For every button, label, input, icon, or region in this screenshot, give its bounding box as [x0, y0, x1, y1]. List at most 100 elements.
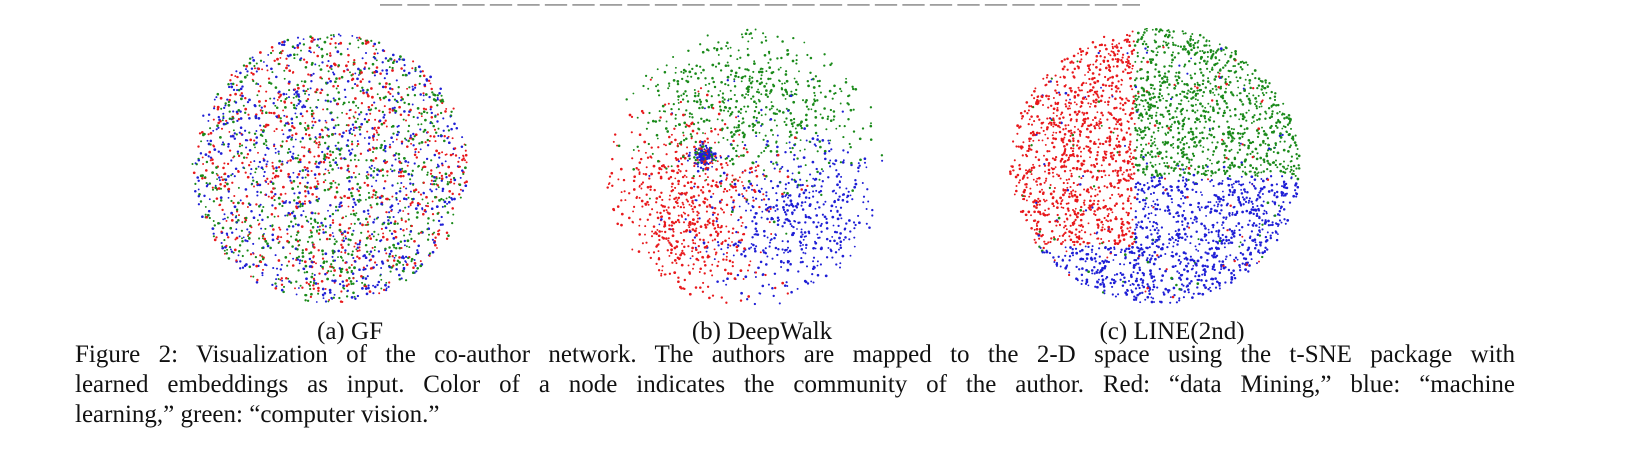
point-deepwalk — [836, 209, 839, 213]
point-gf — [400, 140, 404, 144]
point-deepwalk — [788, 220, 792, 223]
point-gf — [250, 168, 253, 171]
point-gf — [324, 231, 327, 234]
point-deepwalk — [690, 137, 693, 140]
point-gf — [396, 101, 399, 104]
point-gf — [323, 188, 327, 192]
point-gf — [393, 222, 397, 226]
point-gf — [201, 156, 204, 159]
point-gf — [308, 46, 312, 50]
point-gf — [387, 98, 391, 102]
point-gf — [388, 198, 391, 201]
point-deepwalk — [679, 100, 683, 104]
point-gf — [372, 292, 375, 295]
point-gf — [355, 126, 358, 129]
point-gf — [316, 182, 320, 186]
point-line2nd — [1236, 80, 1239, 83]
point-line2nd — [1143, 183, 1146, 187]
point-gf — [232, 251, 235, 254]
point-deepwalk — [675, 262, 678, 265]
point-deepwalk — [776, 145, 779, 149]
point-deepwalk — [804, 215, 808, 219]
point-gf — [414, 151, 417, 153]
point-gf — [227, 142, 230, 146]
point-gf — [296, 176, 299, 179]
point-gf — [422, 110, 426, 113]
point-deepwalk — [737, 193, 741, 197]
point-gf — [397, 152, 401, 156]
point-deepwalk — [745, 189, 748, 192]
point-gf — [385, 69, 389, 72]
point-line2nd — [1065, 228, 1068, 231]
point-gf — [326, 93, 329, 97]
point-gf — [227, 100, 231, 104]
point-gf — [331, 279, 334, 282]
point-line2nd — [1183, 196, 1187, 199]
point-gf — [348, 175, 351, 178]
point-gf — [420, 141, 424, 144]
point-gf — [394, 158, 397, 161]
point-gf — [258, 205, 261, 208]
point-line2nd — [1031, 130, 1035, 134]
point-gf — [312, 124, 315, 127]
point-gf — [266, 177, 269, 180]
point-gf — [304, 128, 308, 131]
point-gf — [256, 190, 259, 194]
point-deepwalk — [823, 53, 826, 56]
point-deepwalk — [815, 214, 819, 217]
point-deepwalk — [729, 159, 732, 162]
point-deepwalk — [679, 232, 682, 234]
point-gf — [391, 88, 394, 91]
point-gf — [278, 202, 281, 206]
point-deepwalk — [770, 233, 773, 235]
point-deepwalk — [793, 92, 796, 96]
point-deepwalk — [807, 84, 810, 88]
point-deepwalk — [848, 142, 851, 146]
point-gf — [374, 194, 377, 197]
point-line2nd — [1137, 95, 1140, 98]
point-line2nd — [1143, 40, 1146, 43]
point-gf — [407, 218, 410, 221]
point-gf — [340, 232, 343, 235]
point-gf — [216, 178, 219, 181]
point-deepwalk — [772, 220, 776, 224]
point-gf — [258, 160, 262, 164]
point-deepwalk — [638, 184, 641, 187]
point-gf — [275, 267, 279, 270]
point-deepwalk — [667, 87, 670, 90]
point-gf — [298, 262, 301, 265]
point-deepwalk — [868, 226, 871, 229]
point-gf — [392, 264, 395, 267]
point-deepwalk — [825, 227, 829, 230]
point-line2nd — [1181, 124, 1185, 128]
point-gf — [356, 117, 359, 120]
point-gf — [219, 196, 223, 199]
point-deepwalk — [721, 92, 725, 95]
point-gf — [208, 216, 211, 220]
point-line2nd — [1207, 228, 1210, 231]
point-gf — [302, 267, 306, 271]
point-gf — [376, 138, 379, 141]
point-gf — [412, 60, 415, 63]
point-gf — [361, 86, 364, 89]
point-gf — [289, 179, 292, 182]
point-deepwalk — [751, 95, 755, 98]
point-gf — [429, 188, 432, 191]
point-line2nd — [1071, 248, 1074, 251]
point-gf — [248, 98, 251, 102]
point-deepwalk — [676, 158, 680, 161]
point-deepwalk — [846, 194, 850, 198]
point-gf — [288, 135, 291, 138]
point-gf — [265, 64, 269, 67]
point-gf — [383, 105, 386, 108]
point-deepwalk — [738, 129, 741, 132]
point-gf — [209, 143, 212, 146]
point-gf — [340, 267, 344, 271]
point-gf — [438, 171, 441, 174]
point-deepwalk — [651, 152, 654, 155]
point-deepwalk — [674, 220, 678, 224]
point-deepwalk — [850, 161, 853, 165]
point-deepwalk — [699, 87, 703, 90]
point-line2nd — [1274, 104, 1278, 107]
point-deepwalk — [734, 74, 737, 78]
